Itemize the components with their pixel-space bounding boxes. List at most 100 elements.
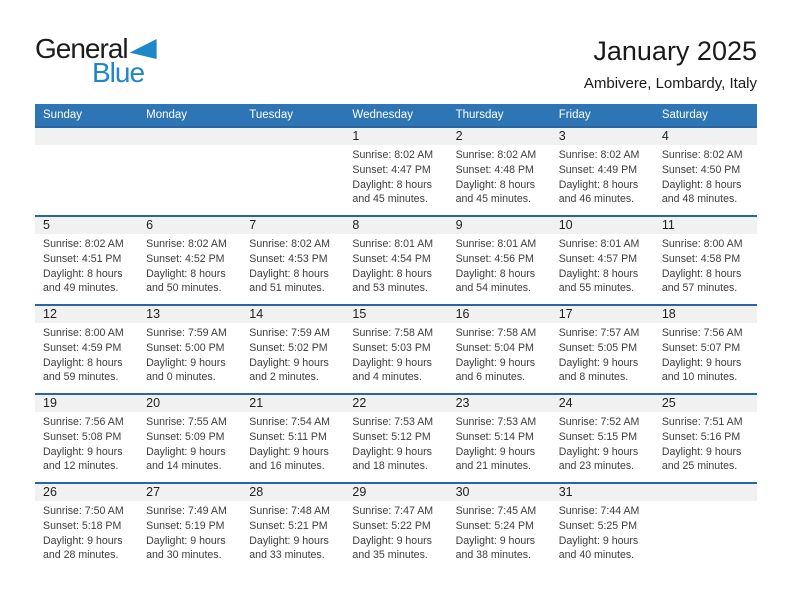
day-info-line: and 59 minutes.: [43, 371, 119, 384]
day-info-line: Sunset: 5:15 PM: [558, 430, 638, 443]
day-info: Sunrise: 8:02 AM Sunset: 4:48 PM Daylight:…: [448, 145, 551, 207]
day-cell: 14 Sunrise: 7:59 AM Sunset: 5:02 PM Dayligh…: [241, 306, 345, 393]
logo-triangle-icon: [129, 39, 157, 59]
day-cell: 24 Sunrise: 7:52 AM Sunset: 5:15 PM Dayligh…: [550, 395, 654, 482]
day-info-line: Sunrise: 7:53 AM: [455, 416, 537, 428]
day-info-line: Sunset: 5:25 PM: [558, 519, 638, 532]
weekday-header-saturday: Saturday: [661, 109, 708, 121]
day-cell: 28 Sunrise: 7:48 AM Sunset: 5:21 PM Dayligh…: [241, 484, 345, 571]
day-info-line: Daylight: 8 hours: [352, 267, 432, 280]
day-info-line: Sunset: 5:07 PM: [661, 341, 741, 354]
day-info-line: Sunrise: 8:02 AM: [661, 149, 743, 161]
day-info-line: Sunrise: 7:44 AM: [558, 505, 640, 517]
day-number: 15: [344, 306, 448, 323]
day-cell: 2 Sunrise: 8:02 AM Sunset: 4:48 PM Daylight…: [447, 128, 551, 215]
day-info-line: Sunrise: 7:59 AM: [146, 327, 227, 339]
day-info-line: Sunrise: 7:50 AM: [43, 505, 124, 517]
day-info-line: Sunrise: 7:57 AM: [558, 327, 640, 339]
day-info-line: and 57 minutes.: [661, 282, 738, 295]
day-number: 7: [241, 217, 345, 234]
week-row: 19 Sunrise: 7:56 AM Sunset: 5:08 PM Dayligh…: [35, 393, 757, 482]
day-number: 22: [344, 395, 448, 412]
day-number: 12: [35, 306, 139, 323]
day-cell: 8 Sunrise: 8:01 AM Sunset: 4:54 PM Daylight…: [344, 217, 448, 304]
day-number: 29: [344, 484, 448, 501]
day-info-line: Sunrise: 7:58 AM: [455, 327, 537, 339]
day-number: 16: [447, 306, 551, 323]
day-cell: 17 Sunrise: 7:57 AM Sunset: 5:05 PM Dayligh…: [550, 306, 654, 393]
day-info-line: and 2 minutes.: [249, 371, 319, 384]
day-info-line: Sunset: 4:52 PM: [146, 252, 225, 265]
empty-day-cell: [241, 128, 345, 215]
day-info: Sunrise: 7:59 AM Sunset: 5:00 PM Daylight:…: [138, 323, 241, 385]
day-info-line: and 38 minutes.: [455, 549, 531, 562]
month-title: January 2025: [593, 36, 757, 66]
day-info-line: Daylight: 9 hours: [43, 445, 123, 458]
day-number: 9: [447, 217, 551, 234]
day-number: 3: [550, 128, 654, 145]
day-info: Sunrise: 7:58 AM Sunset: 5:04 PM Daylight:…: [448, 323, 551, 385]
day-cell: 12 Sunrise: 8:00 AM Sunset: 4:59 PM Dayligh…: [35, 306, 139, 393]
day-cell: 11 Sunrise: 8:00 AM Sunset: 4:58 PM Dayligh…: [653, 217, 757, 304]
day-cell: 19 Sunrise: 7:56 AM Sunset: 5:08 PM Dayligh…: [35, 395, 139, 482]
day-info-line: Sunrise: 7:51 AM: [661, 416, 743, 428]
weeks-container: 1 Sunrise: 8:02 AM Sunset: 4:47 PM Daylight…: [35, 126, 757, 571]
day-info: Sunrise: 7:49 AM Sunset: 5:19 PM Daylight:…: [138, 501, 241, 563]
day-number: 17: [550, 306, 654, 323]
day-info-line: Sunrise: 7:47 AM: [352, 505, 434, 517]
day-number: [241, 128, 345, 145]
day-info: Sunrise: 7:51 AM Sunset: 5:16 PM Daylight:…: [654, 412, 757, 474]
day-info: Sunrise: 7:53 AM Sunset: 5:14 PM Daylight:…: [448, 412, 551, 474]
day-info-line: Sunrise: 8:00 AM: [43, 327, 124, 339]
day-cell: 15 Sunrise: 7:58 AM Sunset: 5:03 PM Dayligh…: [344, 306, 448, 393]
day-info: Sunrise: 7:50 AM Sunset: 5:18 PM Daylight:…: [35, 501, 138, 563]
weekday-header-friday: Friday: [558, 109, 591, 121]
day-info-line: Sunset: 4:56 PM: [455, 252, 534, 265]
day-info-line: Daylight: 9 hours: [352, 534, 432, 547]
weekday-header-sunday: Sunday: [43, 109, 83, 121]
day-info-line: Daylight: 8 hours: [352, 178, 432, 191]
day-info-line: Sunrise: 7:45 AM: [455, 505, 537, 517]
weekday-header-monday: Monday: [146, 109, 188, 121]
day-info-line: Daylight: 9 hours: [249, 445, 329, 458]
day-info: Sunrise: 7:53 AM Sunset: 5:12 PM Daylight:…: [344, 412, 447, 474]
day-info-line: Daylight: 9 hours: [352, 445, 432, 458]
day-info: Sunrise: 8:02 AM Sunset: 4:50 PM Daylight:…: [654, 145, 757, 207]
day-info: Sunrise: 7:44 AM Sunset: 5:25 PM Daylight:…: [551, 501, 654, 563]
day-info-line: Daylight: 9 hours: [558, 356, 639, 369]
day-info-line: Sunset: 5:09 PM: [146, 430, 225, 443]
day-info: Sunrise: 7:54 AM Sunset: 5:11 PM Daylight:…: [241, 412, 344, 474]
day-info-line: Sunrise: 7:52 AM: [558, 416, 640, 428]
logo-word-blue: Blue: [92, 57, 145, 88]
day-number: [138, 128, 242, 145]
day-cell: 23 Sunrise: 7:53 AM Sunset: 5:14 PM Dayligh…: [447, 395, 551, 482]
day-info: Sunrise: 7:55 AM Sunset: 5:09 PM Daylight:…: [138, 412, 241, 474]
day-info-line: and 46 minutes.: [558, 193, 635, 206]
title-block: January 2025 Ambivere, Lombardy, Italy: [584, 36, 757, 92]
day-info-line: Daylight: 9 hours: [249, 356, 329, 369]
day-info-line: Daylight: 8 hours: [455, 178, 536, 191]
day-cell: 25 Sunrise: 7:51 AM Sunset: 5:16 PM Dayligh…: [653, 395, 757, 482]
day-number: 6: [138, 217, 242, 234]
day-info-line: Sunrise: 8:00 AM: [661, 238, 743, 250]
day-info-line: Sunrise: 8:01 AM: [455, 238, 537, 250]
day-number: 5: [35, 217, 139, 234]
day-info-line: Sunrise: 7:56 AM: [661, 327, 743, 339]
day-cell: 30 Sunrise: 7:45 AM Sunset: 5:24 PM Dayligh…: [447, 484, 551, 571]
day-cell: 6 Sunrise: 8:02 AM Sunset: 4:52 PM Daylight…: [138, 217, 242, 304]
day-info-line: and 55 minutes.: [558, 282, 635, 295]
day-info-line: Sunset: 4:54 PM: [352, 252, 431, 265]
day-info: Sunrise: 7:57 AM Sunset: 5:05 PM Daylight:…: [551, 323, 654, 385]
day-info-line: and 54 minutes.: [455, 282, 531, 295]
day-info: Sunrise: 7:56 AM Sunset: 5:07 PM Daylight:…: [654, 323, 757, 385]
day-info-line: and 49 minutes.: [43, 282, 119, 295]
day-info-line: Sunset: 5:04 PM: [455, 341, 534, 354]
day-info: Sunrise: 8:02 AM Sunset: 4:49 PM Daylight:…: [551, 145, 654, 207]
day-info-line: Sunrise: 8:01 AM: [352, 238, 434, 250]
day-info-line: Sunset: 4:53 PM: [249, 252, 328, 265]
empty-day-cell: [138, 128, 242, 215]
day-cell: 13 Sunrise: 7:59 AM Sunset: 5:00 PM Dayligh…: [138, 306, 242, 393]
day-info-line: Sunrise: 7:53 AM: [352, 416, 434, 428]
day-number: 1: [344, 128, 448, 145]
day-number: 4: [653, 128, 757, 145]
